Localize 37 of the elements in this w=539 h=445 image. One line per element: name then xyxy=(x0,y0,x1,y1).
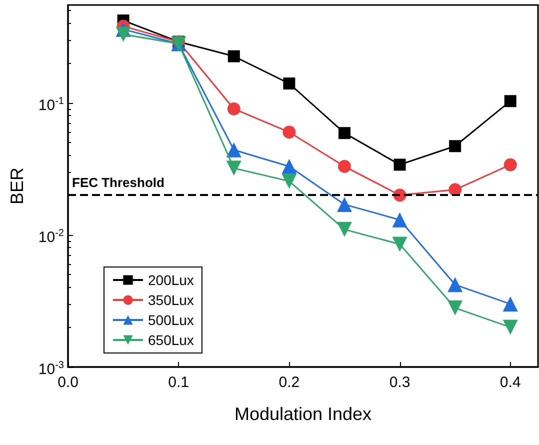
point xyxy=(336,222,352,237)
x-tick-label: 0.2 xyxy=(278,374,300,391)
point xyxy=(448,277,463,292)
point xyxy=(392,236,408,252)
point xyxy=(502,296,518,312)
point xyxy=(282,158,297,174)
point xyxy=(336,196,352,212)
point xyxy=(283,78,296,90)
x-tick-label: 0.4 xyxy=(500,374,521,391)
y-axis-title: BER xyxy=(7,167,27,205)
point xyxy=(228,50,240,62)
legend-label: 350Lux xyxy=(148,292,194,308)
point xyxy=(116,26,131,42)
point xyxy=(226,160,242,176)
point xyxy=(504,95,516,108)
point xyxy=(338,160,351,173)
point xyxy=(502,320,518,335)
legend-label: 200Lux xyxy=(148,272,194,288)
y-tick-label: 10$^{-2}$ xyxy=(38,226,64,247)
x-tick-label: 0.3 xyxy=(389,374,410,391)
point xyxy=(448,300,463,316)
point xyxy=(392,212,408,228)
x-axis-title: Modulation Index xyxy=(234,404,372,424)
point xyxy=(448,183,462,196)
point xyxy=(227,102,240,116)
point xyxy=(504,158,517,172)
point xyxy=(338,127,350,140)
ref-line-label: FEC Threshold xyxy=(72,175,165,190)
point xyxy=(226,142,242,158)
y-tick-label: 10$^{-1}$ xyxy=(38,94,64,115)
point xyxy=(449,140,462,152)
point xyxy=(282,174,297,189)
legend-label: 650Lux xyxy=(148,332,194,348)
legend-label: 500Lux xyxy=(148,312,194,328)
point xyxy=(394,158,406,171)
point xyxy=(282,126,296,139)
x-tick-label: 0.1 xyxy=(168,374,190,391)
